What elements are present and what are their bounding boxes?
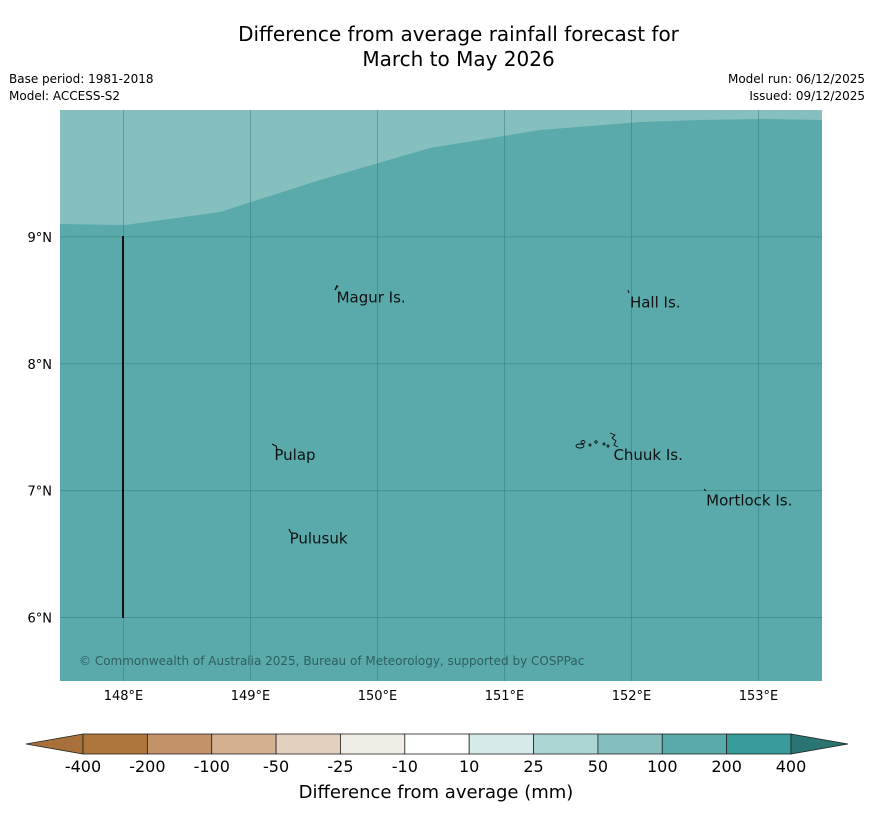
colorbar-tick-label: 100	[647, 757, 678, 776]
longitude-tick-label: 150°E	[358, 689, 398, 704]
title-line-1: Difference from average rainfall forecas…	[238, 22, 679, 46]
colorbar-tick-label: 10	[459, 757, 479, 776]
colorbar-segment	[82, 733, 148, 755]
place-labels: Magur Is. Hall Is. Pulap Chuuk Is. Mortlock …	[274, 288, 792, 547]
latitude-tick-label: 6°N	[28, 612, 53, 627]
colorbar-segment	[533, 733, 599, 755]
longitude-tick-label: 148°E	[104, 689, 144, 704]
colorbar-tick-label: 400	[776, 757, 807, 776]
colorbar-segment	[404, 733, 470, 755]
issued-date: Issued: 09/12/2025	[749, 89, 865, 103]
island-hall	[627, 289, 630, 294]
longitude-tick-label: 149°E	[231, 689, 271, 704]
islands	[271, 284, 707, 534]
colorbar-segment	[661, 733, 728, 755]
latitude-tick-label: 9°N	[28, 231, 53, 246]
gridlines	[60, 110, 822, 681]
model-name: Model: ACCESS-S2	[9, 89, 121, 103]
colorbar-tick-label: 25	[523, 757, 543, 776]
colorbar-title: Difference from average (mm)	[299, 782, 574, 803]
map-area: Magur Is. Hall Is. Pulap Chuuk Is. Mortlock …	[60, 110, 822, 681]
longitude-tick-labels: 148°E 149°E 150°E 151°E 152°E 153°E	[104, 689, 779, 704]
colorbar-segment	[146, 733, 213, 755]
colorbar-extend-low	[25, 733, 84, 755]
colorbar-tick-label: -25	[327, 757, 353, 776]
place-label: Pulusuk	[290, 530, 348, 548]
title-line-2: March to May 2026	[362, 47, 555, 71]
meta-left: Base period: 1981-2018 Model: ACCESS-S2	[9, 71, 154, 105]
place-label: Mortlock Is.	[706, 491, 792, 509]
colorbar-segment	[275, 733, 341, 755]
colorbar-segment	[597, 733, 663, 755]
colorbar-segment	[468, 733, 534, 755]
colorbar-tick-label: -10	[392, 757, 418, 776]
colorbar-tick-label: 50	[588, 757, 608, 776]
place-label: Magur Is.	[337, 288, 406, 306]
island-pulap	[271, 443, 278, 450]
colorbar-labels: -400 -200 -100 -50 -25 -10 10 25 50 100 200 400	[65, 757, 806, 776]
copyright-text: © Commonwealth of Australia 2025, Bureau…	[79, 654, 584, 668]
island-magur	[334, 284, 339, 291]
colorbar-segment	[726, 733, 792, 755]
colorbar-segment	[211, 733, 277, 755]
island-mortlock	[703, 488, 707, 492]
colorbar-tick-label: -200	[129, 757, 165, 776]
longitude-tick-label: 151°E	[485, 689, 525, 704]
colorbar-tick-label: -50	[263, 757, 289, 776]
colorbar-segment	[340, 733, 406, 755]
colorbar	[25, 733, 849, 755]
base-period: Base period: 1981-2018	[9, 72, 154, 86]
longitude-tick-label: 152°E	[612, 689, 652, 704]
place-label: Pulap	[274, 446, 315, 464]
latitude-tick-labels: 9°N 8°N 7°N 6°N	[28, 231, 53, 627]
place-label: Chuuk Is.	[613, 446, 682, 464]
model-run: Model run: 06/12/2025	[727, 72, 865, 86]
island-chuuk	[575, 432, 619, 449]
longitude-tick-label: 153°E	[739, 689, 779, 704]
colorbar-tick-label: -400	[65, 757, 101, 776]
latitude-tick-label: 8°N	[28, 358, 53, 373]
colorbar-extend-high	[790, 733, 849, 755]
colorbar-tick-label: 200	[711, 757, 742, 776]
place-label: Hall Is.	[630, 294, 681, 312]
meta-right: Model run: 06/12/2025 Issued: 09/12/2025	[728, 71, 865, 105]
colorbar-tick-label: -100	[194, 757, 230, 776]
latitude-tick-label: 7°N	[28, 485, 53, 500]
island-pulusuk	[288, 528, 292, 534]
chart-title: Difference from average rainfall forecas…	[0, 22, 873, 72]
